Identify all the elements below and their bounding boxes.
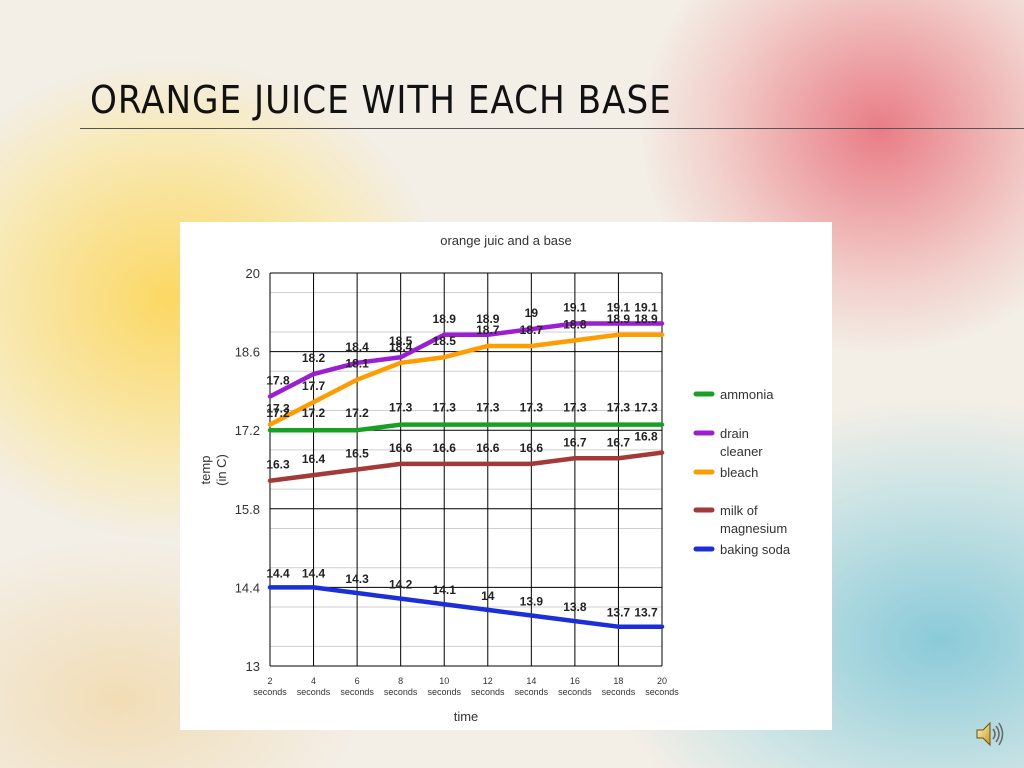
data-label: 16.6 [476, 441, 500, 455]
y-tick-label: 13 [246, 659, 260, 674]
data-label: 17.3 [389, 401, 413, 415]
title-divider [80, 128, 1024, 129]
x-tick-label: 10 seconds [427, 676, 461, 697]
data-label: 17.3 [563, 401, 587, 415]
y-tick-label: 18.6 [235, 345, 260, 360]
series-line [267, 585, 665, 629]
data-label: 14.4 [302, 566, 326, 580]
y-axis-label: temp(in C) [198, 454, 229, 486]
data-label: 14.4 [266, 566, 290, 580]
x-tick-label: 6 seconds [340, 676, 374, 697]
data-label: 17.3 [520, 401, 544, 415]
y-tick-label: 15.8 [235, 502, 260, 517]
data-label: 14.1 [433, 583, 457, 597]
data-label: 19 [525, 306, 539, 320]
data-label: 13.9 [520, 594, 544, 608]
data-label: 14 [481, 589, 495, 603]
data-label: 19.1 [607, 301, 631, 315]
data-label: 17.2 [302, 406, 326, 420]
legend-entry: baking soda [693, 542, 791, 557]
minor-grid [270, 292, 662, 647]
data-label: 18.9 [433, 312, 457, 326]
slide-title: ORANGE JUICE WITH EACH BASE [90, 78, 672, 122]
y-tick-label: 14.4 [235, 580, 260, 595]
data-label: 17.3 [607, 401, 631, 415]
data-label: 17.3 [266, 402, 290, 416]
data-label: 18.1 [345, 357, 369, 371]
legend-entry: drain cleaner [693, 426, 763, 459]
data-label: 13.7 [634, 606, 658, 620]
data-label: 18.2 [302, 351, 326, 365]
data-label: 18.7 [476, 323, 500, 337]
data-label: 16.7 [563, 435, 587, 449]
data-label: 17.2 [266, 406, 290, 420]
x-tick-label: 18 seconds [602, 676, 636, 697]
data-label: 18.9 [476, 312, 500, 326]
chart-panel: orange juic and a base 13 14.4 15.8 17.2 18.6… [180, 222, 832, 730]
data-label: 16.5 [345, 447, 369, 461]
x-tick-label: 12 seconds [471, 676, 505, 697]
x-tick-label: 14 seconds [515, 676, 549, 697]
data-label: 18.9 [607, 312, 631, 326]
x-tick-label: 4 seconds [297, 676, 331, 697]
data-label: 13.8 [563, 600, 587, 614]
data-label: 16.6 [389, 441, 413, 455]
legend-label: bleach [720, 465, 758, 480]
series-line [267, 450, 665, 483]
data-label: 13.7 [607, 606, 631, 620]
legend-label: baking soda [720, 542, 791, 557]
x-tick-label: 8 seconds [384, 676, 418, 697]
data-label: 17.3 [476, 401, 500, 415]
legend-entry: ammonia [693, 387, 774, 402]
x-tick-label: 2 seconds [253, 676, 287, 697]
data-label: 14.2 [389, 578, 413, 592]
speaker-icon[interactable] [974, 718, 1006, 750]
legend-label: ammonia [720, 387, 774, 402]
data-label: 16.6 [433, 441, 457, 455]
series-line [267, 321, 665, 399]
legend-entry: milk of magnesium [693, 503, 787, 536]
data-label: 18.9 [634, 312, 658, 326]
data-label: 16.8 [634, 430, 658, 444]
data-label: 16.6 [520, 441, 544, 455]
data-label: 18.5 [389, 334, 413, 348]
data-label: 16.4 [302, 452, 326, 466]
data-label: 18.4 [389, 340, 413, 354]
series-line [267, 422, 665, 433]
data-label: 18.7 [520, 323, 544, 337]
data-label: 16.7 [607, 435, 631, 449]
data-label: 17.3 [634, 401, 658, 415]
chart-title: orange juic and a base [440, 233, 572, 248]
data-label: 14.3 [345, 572, 369, 586]
data-label: 19.1 [634, 301, 658, 315]
legend-label: drain cleaner [720, 426, 763, 459]
data-label: 17.8 [266, 374, 290, 388]
data-label: 18.5 [433, 334, 457, 348]
data-label: 19.1 [563, 301, 587, 315]
x-tick-label: 20 seconds [645, 676, 679, 697]
y-tick-label: 17.2 [235, 423, 260, 438]
data-label: 18.4 [345, 340, 369, 354]
x-tick-label: 16 seconds [558, 676, 592, 697]
legend-entry: bleach [693, 465, 758, 480]
y-tick-label: 20 [246, 266, 260, 281]
data-label: 18.8 [563, 317, 587, 331]
line-chart: orange juic and a base 13 14.4 15.8 17.2 18.6… [198, 233, 791, 724]
data-label: 17.3 [433, 401, 457, 415]
data-label: 17.2 [345, 406, 369, 420]
x-axis-label: time [454, 709, 479, 724]
series-line [267, 332, 665, 427]
data-label: 17.7 [302, 379, 326, 393]
data-label: 16.3 [266, 458, 290, 472]
legend-label: milk of magnesium [720, 503, 787, 536]
